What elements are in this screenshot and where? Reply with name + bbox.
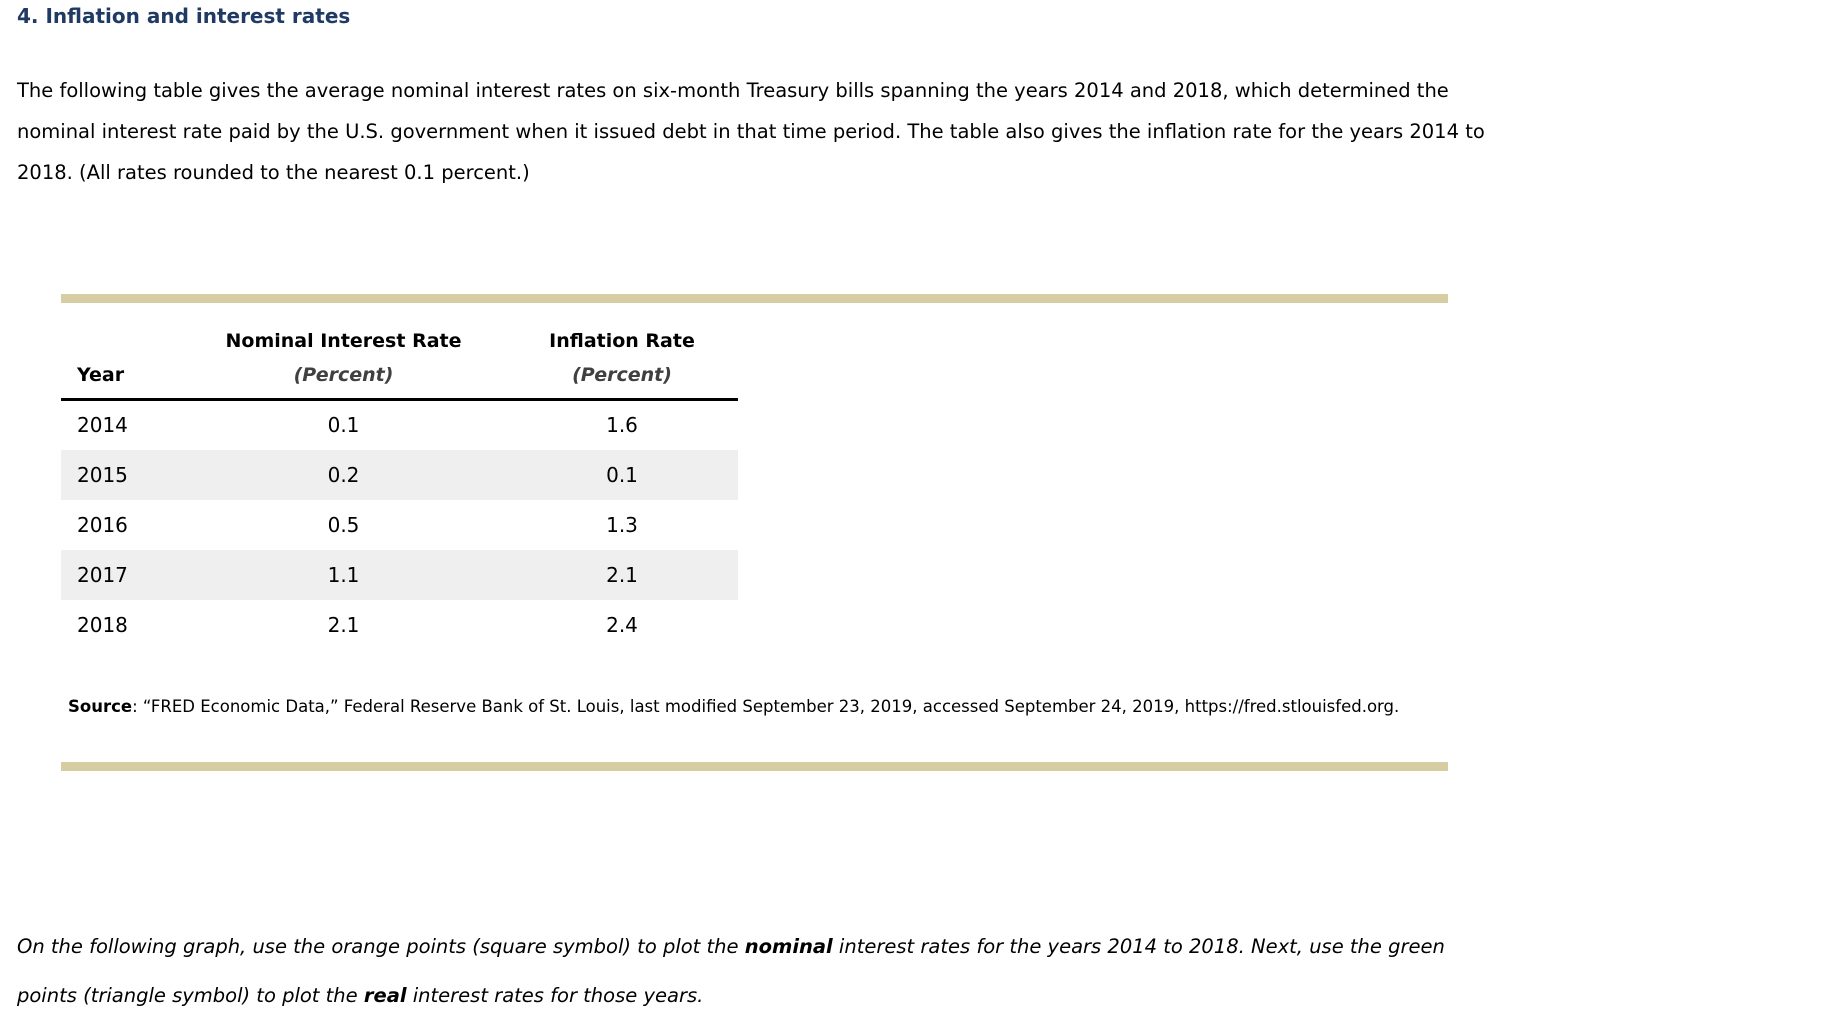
nominal-rate-header: Nominal Interest Rate — [225, 330, 462, 352]
instruction-text: interest rates for those years. — [406, 984, 704, 1007]
inflation-cell: 2.1 — [606, 562, 638, 587]
year-cell: 2015 — [77, 462, 128, 487]
nominal-cell: 2.1 — [327, 612, 360, 637]
instruction-text: points (triangle symbol) to plot the — [17, 984, 364, 1007]
table-row: 2016 0.5 1.3 — [61, 500, 738, 550]
intro-line: 2018. (All rates rounded to the nearest … — [17, 161, 530, 184]
intro-paragraph: The following table gives the average no… — [17, 70, 1577, 193]
nominal-cell: 0.5 — [327, 512, 360, 537]
nominal-cell: 0.2 — [327, 462, 360, 487]
instruction-emphasis-nominal: nominal — [744, 935, 833, 958]
year-cell: 2016 — [77, 512, 128, 537]
intro-line: The following table gives the average no… — [17, 79, 1449, 102]
nominal-unit-header: (Percent) — [293, 364, 394, 386]
inflation-unit-header: (Percent) — [572, 364, 672, 386]
intro-line: nominal interest rate paid by the U.S. g… — [17, 120, 1485, 143]
inflation-cell: 1.6 — [606, 413, 638, 438]
top-divider — [61, 294, 1448, 303]
table-row: 2018 2.1 2.4 — [61, 600, 738, 650]
table-row: 2014 0.1 1.6 — [61, 400, 738, 450]
year-header: Year — [77, 364, 125, 386]
inflation-cell: 0.1 — [606, 462, 638, 487]
inflation-cell: 2.4 — [606, 612, 638, 637]
nominal-cell: 1.1 — [327, 562, 360, 587]
graph-instruction: On the following graph, use the orange p… — [17, 922, 1577, 1019]
question-title: 4. Inflation and interest rates — [17, 4, 351, 28]
table-row: 2015 0.2 0.1 — [61, 449, 738, 500]
source-text: : “FRED Economic Data,” Federal Reserve … — [132, 697, 1400, 716]
instruction-emphasis-real: real — [363, 984, 407, 1007]
year-cell: 2014 — [77, 413, 128, 438]
rates-table: Nominal Interest Rate Inflation Rate Yea… — [61, 318, 738, 650]
table-row: 2017 1.1 2.1 — [61, 549, 738, 600]
header-row-titles: Nominal Interest Rate Inflation Rate — [61, 318, 738, 352]
empty-header-cell — [61, 318, 181, 352]
nominal-cell: 0.1 — [327, 413, 360, 438]
bottom-divider — [61, 762, 1448, 771]
year-cell: 2018 — [77, 612, 128, 637]
inflation-cell: 1.3 — [606, 512, 638, 537]
inflation-rate-header: Inflation Rate — [549, 330, 695, 352]
source-label: Source — [68, 697, 133, 716]
header-row-units: Year (Percent) (Percent) — [61, 352, 738, 400]
rates-table-header: Nominal Interest Rate Inflation Rate Yea… — [61, 318, 738, 400]
year-cell: 2017 — [77, 562, 128, 587]
source-citation: Source: “FRED Economic Data,” Federal Re… — [68, 696, 1468, 718]
instruction-text: interest rates for the years 2014 to 201… — [832, 935, 1445, 958]
instruction-text: On the following graph, use the orange p… — [17, 935, 745, 958]
